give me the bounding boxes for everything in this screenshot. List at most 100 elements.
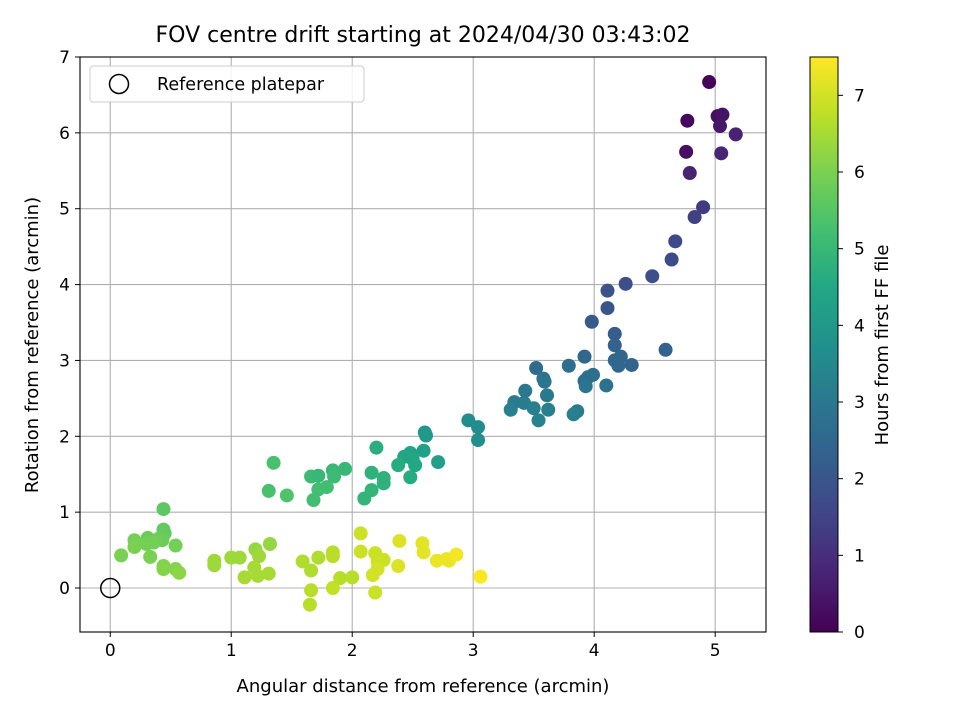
data-point — [541, 402, 556, 417]
data-point — [537, 374, 552, 389]
colorbar: 0 1 2 3 4 5 6 7 Hours from first FF file — [809, 56, 893, 643]
data-point — [337, 461, 352, 476]
colorbar-label: Hours from first FF file — [872, 245, 893, 446]
data-point — [311, 550, 326, 565]
data-point — [679, 144, 694, 159]
y-tick-label: 4 — [59, 276, 70, 296]
data-point — [600, 283, 615, 298]
data-point — [518, 383, 533, 398]
axes: 0 1 2 3 4 5 0 1 2 3 4 5 6 7 — [59, 48, 767, 661]
data-point — [266, 455, 281, 470]
data-point — [728, 127, 743, 142]
data-point — [353, 544, 368, 559]
data-point — [471, 433, 486, 448]
colorbar-tick-label: 6 — [854, 163, 865, 183]
x-tick-label: 2 — [347, 641, 358, 661]
x-tick-label: 5 — [710, 641, 721, 661]
data-point — [369, 440, 384, 455]
data-point — [311, 468, 326, 483]
data-point — [114, 548, 129, 563]
y-tick-label: 6 — [59, 124, 70, 144]
data-point — [526, 401, 541, 416]
legend: Reference platepar — [89, 65, 365, 103]
data-point — [696, 200, 711, 215]
y-axis-label: Rotation from reference (arcmin) — [22, 197, 43, 493]
data-point — [391, 458, 406, 473]
data-point — [353, 526, 368, 541]
data-point — [416, 545, 431, 560]
data-point — [364, 465, 379, 480]
data-point — [529, 361, 544, 376]
data-point — [368, 585, 383, 600]
data-point — [682, 166, 697, 181]
data-point — [306, 493, 321, 508]
data-point — [156, 562, 171, 577]
data-point — [584, 314, 599, 329]
data-point — [624, 357, 639, 372]
data-point — [668, 234, 683, 249]
data-point — [419, 428, 434, 443]
y-tick-label: 3 — [59, 351, 70, 371]
data-point — [327, 469, 342, 484]
data-point — [139, 537, 154, 552]
colorbar-tick-label: 7 — [854, 86, 865, 106]
data-point — [664, 252, 679, 267]
legend-reference-marker — [108, 73, 130, 95]
data-point — [333, 571, 348, 586]
data-point — [295, 554, 310, 569]
data-point — [365, 568, 380, 583]
data-point — [578, 379, 593, 394]
data-point — [262, 537, 277, 552]
colorbar-tick-label: 3 — [854, 393, 865, 413]
data-point — [207, 558, 222, 573]
data-point — [408, 458, 423, 473]
data-point — [473, 569, 488, 584]
data-point — [577, 349, 592, 364]
data-point — [345, 570, 360, 585]
data-point — [566, 407, 581, 422]
data-point — [156, 502, 171, 517]
y-tick-label: 1 — [59, 503, 70, 523]
data-point — [143, 549, 158, 564]
y-tick-label: 7 — [59, 48, 70, 68]
reference-platepar-marker — [99, 577, 121, 599]
data-point — [302, 597, 317, 612]
data-point — [618, 276, 633, 291]
data-point — [357, 491, 372, 506]
colorbar-gradient — [809, 56, 839, 633]
data-point — [261, 566, 276, 581]
x-tick-label: 4 — [589, 641, 600, 661]
legend-box — [89, 65, 365, 103]
y-tick-label: 5 — [59, 200, 70, 220]
data-point — [325, 581, 340, 596]
data-point — [714, 146, 729, 161]
y-tick-label: 0 — [59, 579, 70, 599]
colorbar-tick-label: 5 — [854, 240, 865, 260]
data-point — [607, 338, 622, 353]
colorbar-ticks: 0 1 2 3 4 5 6 7 — [838, 86, 865, 643]
x-axis-label: Angular distance from reference (arcmin) — [237, 676, 610, 697]
colorbar-tick-label: 4 — [854, 316, 865, 336]
legend-entry-reference-platepar: Reference platepar — [157, 75, 325, 95]
data-point — [416, 443, 431, 458]
data-point — [607, 326, 622, 341]
data-point — [224, 550, 239, 565]
data-point — [531, 413, 546, 428]
data-point — [713, 119, 728, 134]
data-point — [687, 210, 702, 225]
data-point — [279, 488, 294, 503]
data-points — [99, 75, 743, 612]
data-point — [561, 358, 576, 373]
data-point — [237, 570, 252, 585]
data-point — [376, 476, 391, 491]
chart-title: FOV centre drift starting at 2024/04/30 … — [156, 23, 691, 48]
data-point — [449, 547, 464, 562]
data-point — [702, 75, 717, 90]
data-point — [503, 402, 518, 417]
data-point — [611, 358, 626, 373]
data-point — [127, 540, 142, 555]
x-tick-label: 3 — [468, 641, 479, 661]
colorbar-tick-label: 2 — [854, 470, 865, 490]
